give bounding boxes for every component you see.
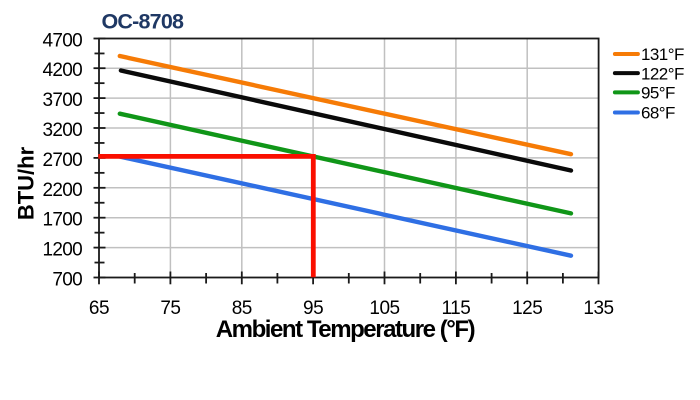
svg-text:85: 85 [232,298,252,319]
svg-text:125: 125 [512,298,542,319]
svg-text:1200: 1200 [43,240,83,261]
svg-text:700: 700 [52,270,82,291]
svg-text:75: 75 [160,298,180,319]
svg-text:2700: 2700 [43,150,83,171]
svg-text:135: 135 [583,298,613,319]
svg-text:122°F: 122°F [641,64,684,83]
svg-text:68°F: 68°F [641,104,675,123]
svg-text:1700: 1700 [43,210,83,231]
svg-text:4200: 4200 [43,60,83,81]
svg-text:3200: 3200 [43,120,83,141]
svg-text:95: 95 [303,298,323,319]
svg-text:105: 105 [369,298,399,319]
svg-text:95°F: 95°F [641,84,675,103]
svg-text:2200: 2200 [43,180,83,201]
svg-text:65: 65 [89,298,109,319]
svg-text:3700: 3700 [43,90,83,111]
svg-text:115: 115 [442,298,471,319]
svg-text:4700: 4700 [43,31,83,52]
svg-text:131°F: 131°F [641,45,684,64]
svg-text:OC-8708: OC-8708 [102,10,184,34]
svg-text:BTU/hr: BTU/hr [14,146,39,220]
svg-text:Ambient Temperature (°F): Ambient Temperature (°F) [216,316,475,343]
